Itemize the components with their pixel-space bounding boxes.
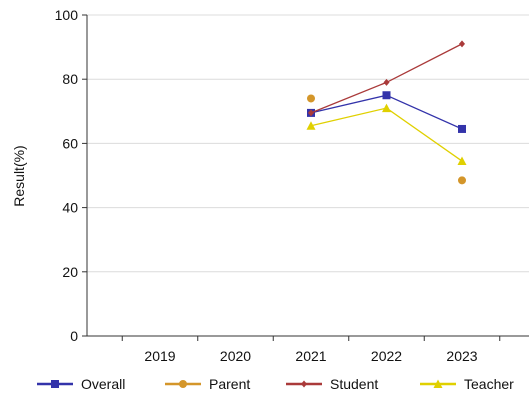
series-parent: [307, 94, 466, 185]
data-point-student: [459, 40, 465, 48]
data-point-teacher: [306, 121, 316, 130]
data-point-parent: [307, 94, 315, 103]
x-tick-label: 2020: [220, 348, 251, 364]
data-point-teacher: [457, 156, 467, 166]
legend-label: Overall: [81, 376, 125, 392]
legend-label: Teacher: [464, 376, 514, 392]
series-student: [308, 40, 465, 117]
series-overall: [307, 91, 466, 133]
y-tick-label: 100: [55, 7, 79, 23]
legend-label: Parent: [209, 376, 250, 392]
series-line-teacher: [310, 107, 463, 162]
legend: Overall Parent Student Teacher: [37, 376, 514, 392]
legend-swatch-marker: [179, 380, 187, 388]
legend-item-teacher: Teacher: [420, 376, 514, 392]
legend-swatch-marker: [433, 379, 443, 388]
legend-label: Student: [330, 376, 378, 392]
x-tick-label: 2019: [144, 348, 175, 364]
y-tick-label: 80: [62, 71, 78, 87]
data-point-teacher: [382, 103, 391, 113]
x-tick-label: 2023: [446, 348, 477, 364]
legend-item-overall: Overall: [37, 376, 125, 392]
legend-swatch-marker: [51, 380, 59, 388]
y-tick-label: 60: [62, 135, 78, 151]
data-point-parent: [458, 176, 466, 185]
x-tick-labels: 2019 2020 2021 2022 2023: [144, 348, 477, 364]
series-teacher: [306, 103, 467, 166]
series-layer: [306, 40, 467, 185]
data-point-overall: [458, 124, 466, 133]
data-point-overall: [382, 91, 391, 100]
x-tick-label: 2022: [371, 348, 402, 364]
legend-item-student: Student: [286, 376, 378, 392]
gridlines: [87, 14, 529, 273]
legend-item-parent: Parent: [165, 376, 250, 392]
series-line-overall: [310, 94, 463, 130]
y-tick-label: 20: [62, 264, 78, 280]
y-axis-label: Result(%): [11, 145, 27, 206]
data-point-student: [383, 78, 390, 86]
y-tick-label: 40: [62, 200, 78, 216]
x-tick-label: 2021: [295, 348, 326, 364]
y-tick-labels: 0 20 40 60 80 100: [55, 7, 79, 344]
legend-swatch-marker: [301, 380, 307, 388]
y-tick-label: 0: [70, 328, 78, 344]
data-point-student: [308, 109, 314, 117]
axes: [82, 14, 529, 341]
series-line-student: [310, 43, 463, 114]
